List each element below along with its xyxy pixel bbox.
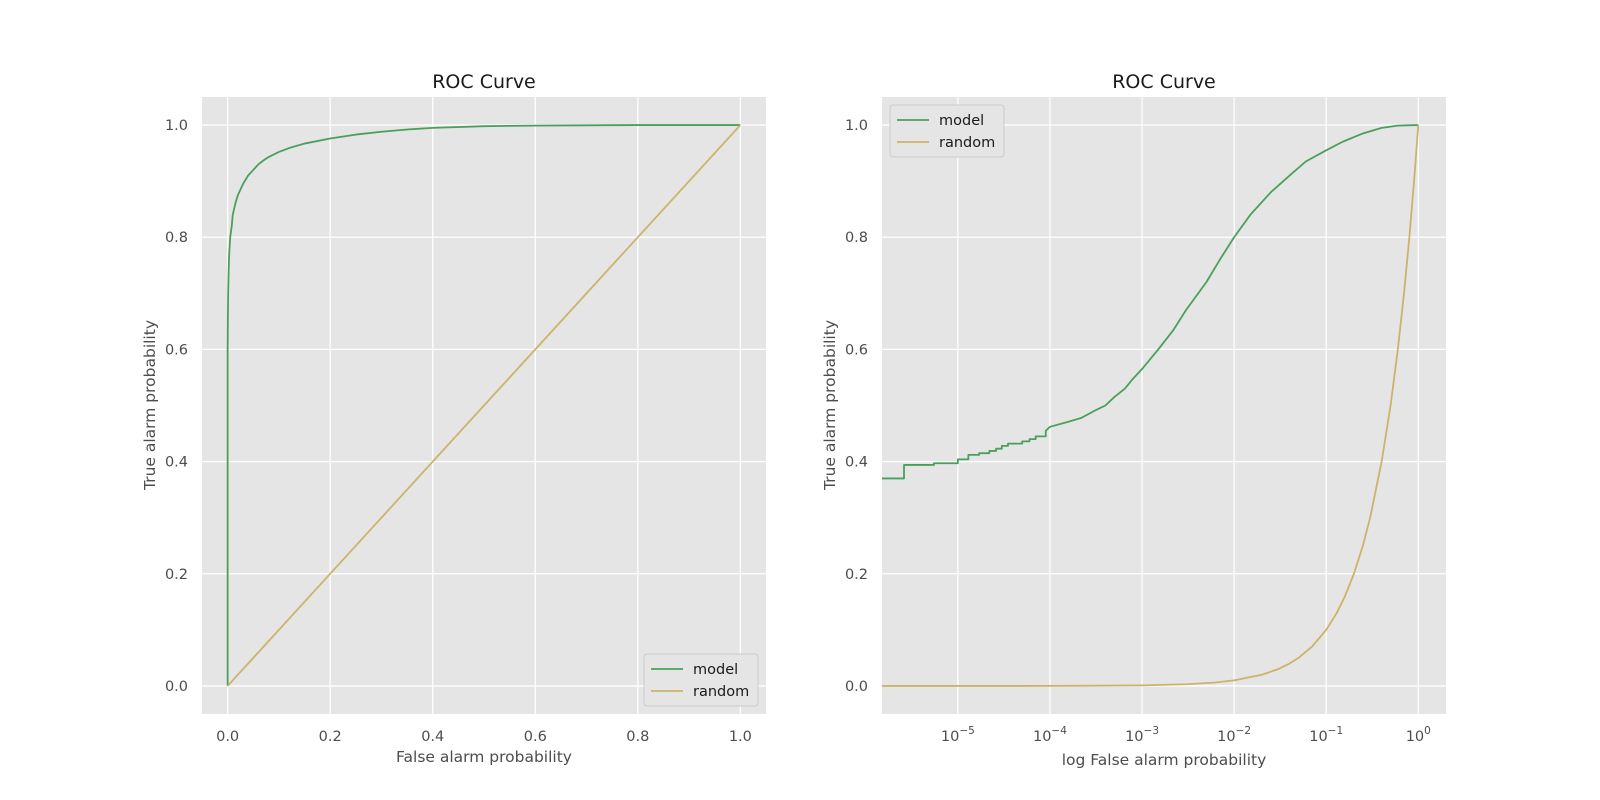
y-tick-label: 0.4 [165,455,188,471]
chart-title: ROC Curve [1112,71,1216,93]
x-tick-label: 10−2 [1217,725,1251,745]
x-tick-label: 0.8 [626,729,649,745]
legend-label-model: model [693,662,738,678]
legend: model random [889,104,1005,158]
legend: model random [643,653,759,707]
x-tick-base: 10 [1406,729,1424,745]
x-axis-label: False alarm probability [396,748,572,766]
x-tick-label: 0.6 [524,729,547,745]
x-tick-label: 10−4 [1033,725,1067,745]
x-tick-label: 0.2 [319,729,342,745]
x-tick-label: 0.4 [421,729,444,745]
chart-title: ROC Curve [432,71,536,93]
series-layer [882,124,1420,687]
y-tick-label: 0.8 [165,230,188,246]
x-tick-label: 100 [1406,725,1431,745]
x-tick-exponent: −2 [1236,725,1251,737]
x-tick-exponent: −3 [1144,725,1159,737]
x-tick-base: 10 [1033,729,1051,745]
y-tick-label: 0.4 [845,455,868,471]
legend-label-random: random [939,135,995,151]
x-axis-label: log False alarm probability [1062,751,1267,769]
x-tick-exponent: −1 [1328,725,1343,737]
y-tick-label: 1.0 [165,118,188,134]
series-layer [226,124,742,687]
x-tick-label: 10−3 [1125,725,1159,745]
x-tick-exponent: 0 [1424,725,1431,737]
y-tick-label: 1.0 [845,118,868,134]
y-tick-label: 0.2 [165,567,188,583]
x-tick-exponent: −4 [1051,725,1067,737]
roc-log-panel: 10−5 10−4 10−3 10−2 10−1 1000.00.20.40.60.81.… [821,71,1446,769]
y-axis-label: True alarm probability [141,320,159,491]
legend-box [643,653,759,707]
series-model-line [882,124,1419,480]
legend-box [889,104,1005,158]
plot-area [882,97,1446,714]
x-tick-base: 10 [1309,729,1327,745]
series-random-line [226,124,742,687]
x-tick-label: 10−1 [1309,725,1343,745]
x-tick-base: 10 [1217,729,1235,745]
x-tick-label: 1.0 [729,729,752,745]
legend-label-random: random [693,684,749,700]
x-tick-base: 10 [1125,729,1143,745]
y-tick-label: 0.6 [845,342,868,358]
tick-labels: 10−5 10−4 10−3 10−2 10−1 1000.00.20.40.60.81.… [845,118,1431,745]
y-tick-label: 0.8 [845,230,868,246]
roc-linear-panel: 0.0 0.2 0.4 0.6 0.8 1.0 0.0 0.2 0.4 0.6 0.8 1.0 ROC… [141,71,766,766]
x-tick-exponent: −5 [959,725,974,737]
x-tick-label: 0.0 [216,729,239,745]
y-tick-label: 0.0 [845,679,868,695]
series-model-line [226,124,741,686]
x-tick-base: 10 [941,729,959,745]
y-tick-label: 0.6 [165,342,188,358]
y-axis-label: True alarm probability [821,320,839,491]
tick-labels: 0.0 0.2 0.4 0.6 0.8 1.0 0.0 0.2 0.4 0.6 0.8 1.0 [165,118,752,745]
y-tick-label: 0.0 [165,679,188,695]
series-random-line [882,124,1420,687]
legend-label-model: model [939,113,984,129]
x-tick-label: 10−5 [941,725,975,745]
y-tick-label: 0.2 [845,567,868,583]
